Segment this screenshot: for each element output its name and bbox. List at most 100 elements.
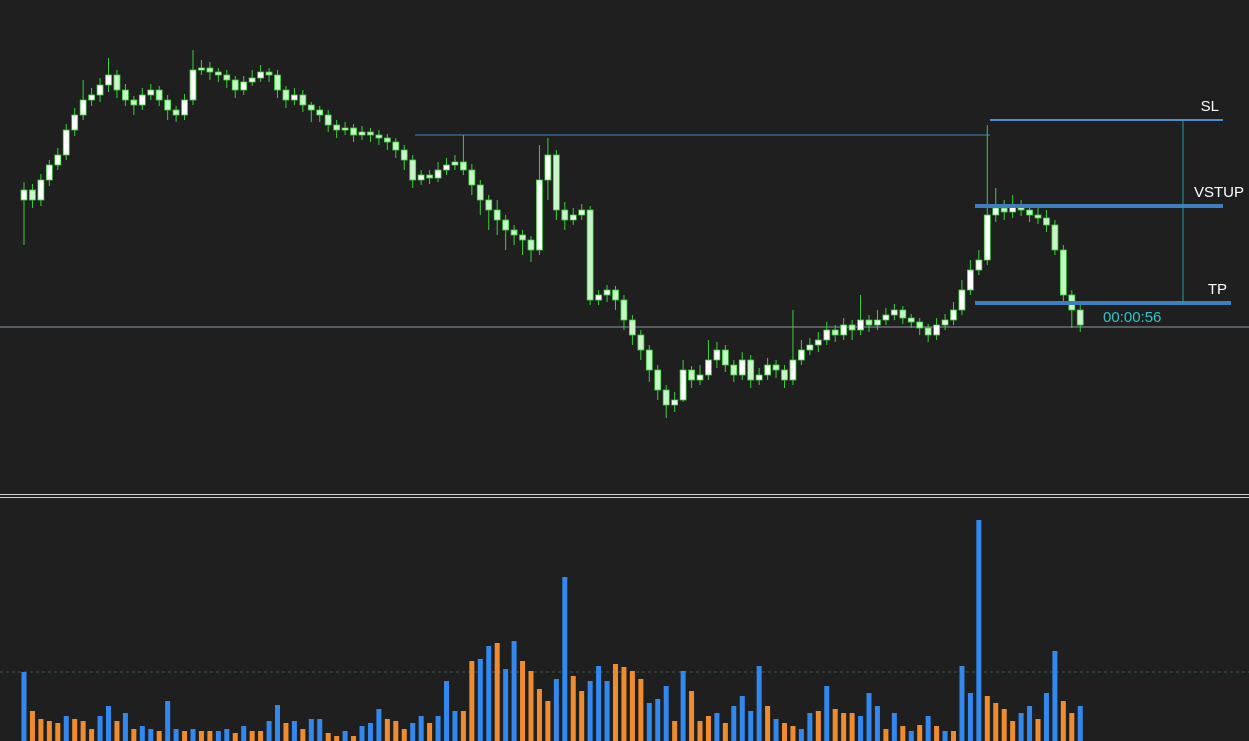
volume-bar [731,706,737,741]
volume-bar [993,703,999,741]
volume-bar [182,731,188,741]
volume-bar [553,679,559,741]
candle-body [206,67,214,73]
candle-body [417,174,425,181]
candle-body [705,359,712,376]
volume-bar [165,701,171,741]
candle-body [713,349,721,361]
candle-body [848,324,856,331]
candle-body [130,99,138,106]
volume-bar [249,731,255,741]
volume-bar [89,729,95,741]
volume-bar [807,713,813,741]
volume-bar [646,703,652,741]
candle-body [164,99,172,111]
volume-bar [596,666,602,741]
candle-body [941,319,949,326]
volume-bar [460,711,466,741]
candle-body [629,319,636,336]
volume-bar [824,686,830,741]
candle-body [899,309,907,319]
candle-body [595,294,602,301]
volume-bar [46,721,52,741]
candle-body [688,369,695,381]
level-label: SL [1201,98,1219,115]
candle-body [29,189,36,201]
candle-body [814,339,822,346]
candle-body [426,174,434,179]
volume-bar [908,731,914,741]
volume-bar [97,716,103,741]
volume-bar [486,646,492,741]
candle-body [265,71,273,76]
candle-body [857,319,864,331]
volume-bar [832,709,838,741]
volume-bar [536,689,542,741]
candle-body [54,154,62,166]
candle-body [341,127,349,131]
candle-body [781,369,788,381]
volume-bar [173,729,179,741]
candle-body [721,349,729,366]
candle-body [519,234,526,241]
volume-bar [1052,651,1058,741]
volume-bar [275,705,280,741]
candle-body [113,74,121,91]
candle-body [468,169,476,186]
volume-bar [477,659,483,741]
volume-bar [1027,706,1033,741]
volume-bar [1001,709,1007,741]
volume-bar [815,711,821,741]
candle-body [696,374,704,381]
volume-bar [342,731,348,741]
volume-bar [587,681,593,741]
candle-body [552,154,560,211]
candle-body [358,131,366,136]
volume-bar [680,671,686,741]
volume-bar [570,676,576,741]
candle-body [992,207,1000,216]
candle-body [138,94,146,106]
volume-bar [782,723,787,741]
volume-bar [300,729,306,741]
candle-body [983,214,991,261]
candle-body [637,334,645,351]
candle-body [375,134,383,139]
candle-body [240,81,248,91]
candle-body [569,214,577,221]
volume-bar [773,719,779,741]
candle-body [958,289,966,311]
candle-body [620,299,628,321]
volume-bar [917,725,923,741]
candle-body [924,327,932,336]
candle-body [738,359,746,376]
volume-bar [883,729,889,741]
level-label: TP [1208,281,1227,298]
candle-body [459,161,467,171]
candle-body [747,359,755,381]
candle-body [798,349,805,361]
candle-body [290,94,298,101]
volume-bar [579,691,585,741]
candle-body [434,169,442,179]
candle-body [231,79,239,91]
candle-body [443,164,450,171]
volume-bar [435,716,441,741]
candle-body [840,324,848,336]
candle-body [274,74,281,91]
candle-body [967,269,974,291]
volume-bar [511,641,517,741]
volume-bar [334,736,340,741]
volume-bar [705,716,711,741]
volume-bar [798,729,804,741]
volume-bar [494,643,500,741]
volume-bar [452,711,458,741]
volume-bar [638,679,644,741]
candle-body [662,389,670,406]
volume-bar [790,726,796,741]
volume-bar [427,723,433,741]
volume-bar [655,699,661,741]
volume-bar [444,681,449,741]
